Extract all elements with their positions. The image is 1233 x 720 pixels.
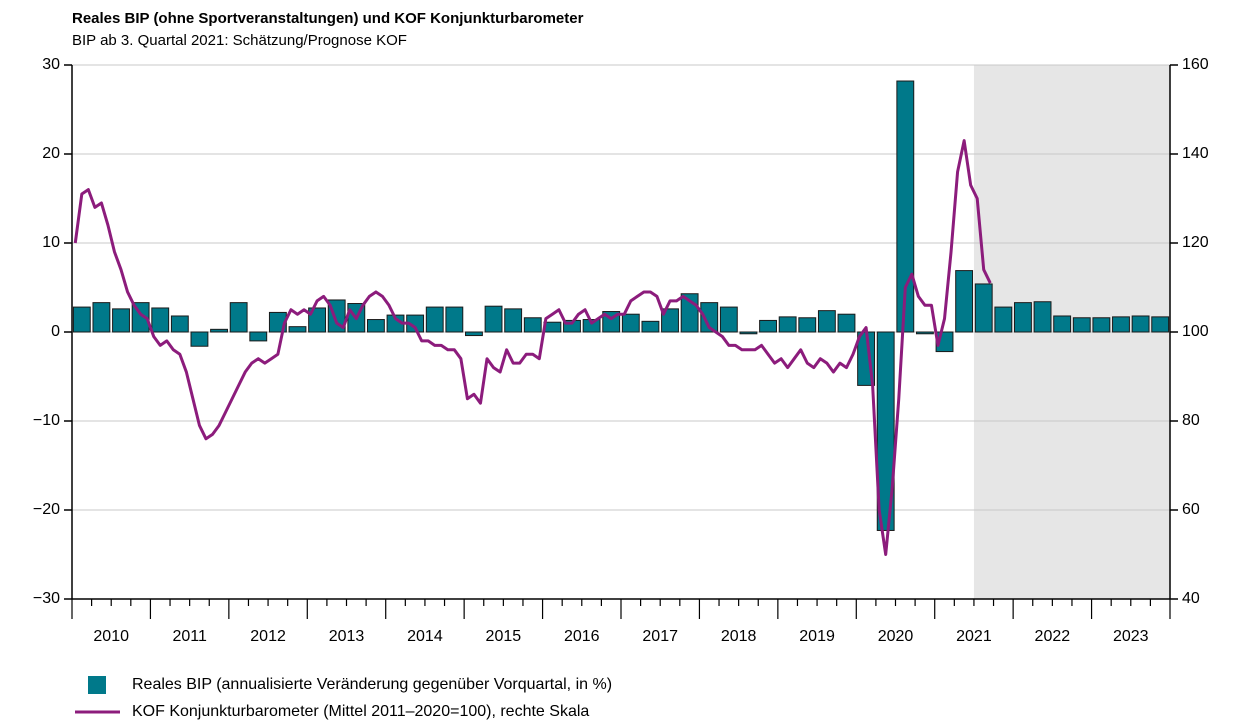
y2-tick-label: 160 xyxy=(1182,56,1209,73)
bar xyxy=(1112,316,1130,333)
bar xyxy=(739,331,758,335)
legend-label: KOF Konjunkturbarometer (Mittel 2011–202… xyxy=(132,703,589,720)
y-tick-label: 30 xyxy=(42,56,60,73)
bar xyxy=(837,313,856,333)
bar xyxy=(445,306,464,333)
bar xyxy=(700,302,719,333)
legend-label: Reales BIP (annualisierte Veränderung ge… xyxy=(132,676,612,693)
bar xyxy=(955,270,974,333)
bar xyxy=(994,306,1013,333)
bar xyxy=(1072,317,1091,333)
chart-subtitle: BIP ab 3. Quartal 2021: Schätzung/Progno… xyxy=(72,32,407,49)
bar xyxy=(504,308,523,333)
x-tick-label: 2016 xyxy=(564,628,600,645)
x-tick-label: 2017 xyxy=(642,628,678,645)
bar xyxy=(621,313,640,333)
x-tick-label: 2019 xyxy=(799,628,835,645)
bar xyxy=(1092,317,1111,333)
kof-line xyxy=(73,139,992,556)
bar xyxy=(249,331,268,342)
bar xyxy=(1131,315,1150,333)
x-tick-label: 2021 xyxy=(956,628,992,645)
x-tick-label: 2013 xyxy=(329,628,365,645)
y2-tick-label: 140 xyxy=(1182,145,1209,162)
bar xyxy=(798,317,817,333)
bar xyxy=(190,331,209,347)
x-tick-label: 2022 xyxy=(1035,628,1071,645)
y-tick-label: −20 xyxy=(33,501,60,518)
bar xyxy=(523,317,542,333)
x-tick-label: 2012 xyxy=(250,628,286,645)
x-tick-label: 2011 xyxy=(172,628,207,645)
bar xyxy=(1033,301,1052,333)
bar xyxy=(465,331,483,337)
y-tick-label: 20 xyxy=(42,145,60,162)
y-tick-label: −30 xyxy=(33,590,60,607)
bar xyxy=(817,310,836,333)
legend-swatch xyxy=(88,676,106,694)
chart-title: Reales BIP (ohne Sportveranstaltungen) u… xyxy=(72,10,584,27)
bar xyxy=(92,302,111,333)
bar xyxy=(170,315,189,333)
bar xyxy=(759,319,777,333)
bar xyxy=(366,319,385,333)
bar xyxy=(72,306,91,333)
bar xyxy=(719,306,738,333)
bar xyxy=(896,80,915,333)
x-tick-label: 2023 xyxy=(1113,628,1149,645)
x-tick-label: 2020 xyxy=(878,628,914,645)
bar xyxy=(915,331,934,335)
x-tick-label: 2015 xyxy=(486,628,522,645)
x-tick-label: 2018 xyxy=(721,628,757,645)
y2-tick-label: 60 xyxy=(1182,501,1200,518)
bar xyxy=(778,316,797,333)
bar xyxy=(563,319,581,333)
bar xyxy=(876,331,895,531)
y2-tick-label: 40 xyxy=(1182,590,1200,607)
bar xyxy=(112,308,130,333)
bar xyxy=(974,283,993,333)
bar xyxy=(661,308,679,333)
bar xyxy=(582,319,601,333)
x-tick-label: 2014 xyxy=(407,628,443,645)
y-tick-label: 0 xyxy=(51,323,60,340)
bar xyxy=(229,302,248,333)
y-tick-label: −10 xyxy=(33,412,60,429)
bar xyxy=(288,326,307,333)
bar xyxy=(1014,302,1032,333)
y2-tick-label: 120 xyxy=(1182,234,1209,251)
y-tick-label: 10 xyxy=(42,234,60,251)
bar xyxy=(1151,316,1170,333)
bar xyxy=(425,306,444,333)
bar xyxy=(484,305,503,333)
y2-tick-label: 100 xyxy=(1182,323,1209,340)
bar xyxy=(641,320,660,333)
bar xyxy=(151,307,170,333)
bar xyxy=(308,307,327,333)
y2-tick-label: 80 xyxy=(1182,412,1200,429)
x-tick-label: 2010 xyxy=(93,628,129,645)
bar xyxy=(210,328,228,333)
bar xyxy=(1053,315,1072,333)
